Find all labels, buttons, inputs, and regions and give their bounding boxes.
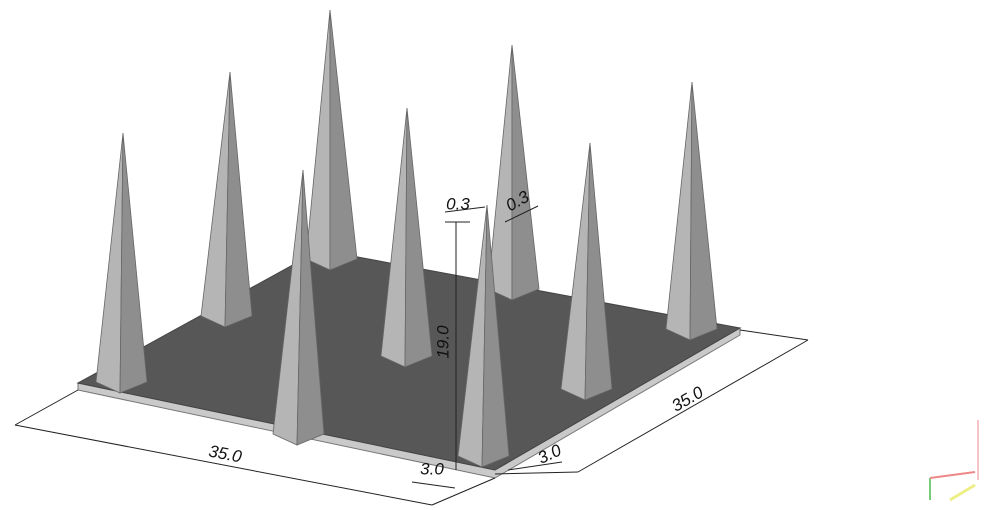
extension-line [15,390,78,425]
extension-line [432,478,495,505]
extension-line [495,472,578,474]
spike-face [306,10,330,270]
spike-face [330,10,357,270]
dim-label: 3.0 [420,459,444,478]
spike-face [381,108,407,367]
axis-triad [930,420,978,500]
spike-face [405,108,432,367]
spike-face [666,82,692,340]
dim-line [412,482,455,488]
extension-line [740,330,808,340]
dim-label: 35.0 [668,382,707,415]
spike-face [96,133,123,393]
dim-label: 0.3 [446,194,470,213]
spike-face [225,72,252,327]
spike-face [512,45,539,300]
spike-face [690,82,717,340]
dim-label: 19.0 [433,325,452,359]
cad-view: 35.0 35.0 19.0 3.0 3.0 0.3 0.3 [0,0,987,510]
spike-face [120,133,147,393]
spike-face [585,143,612,400]
